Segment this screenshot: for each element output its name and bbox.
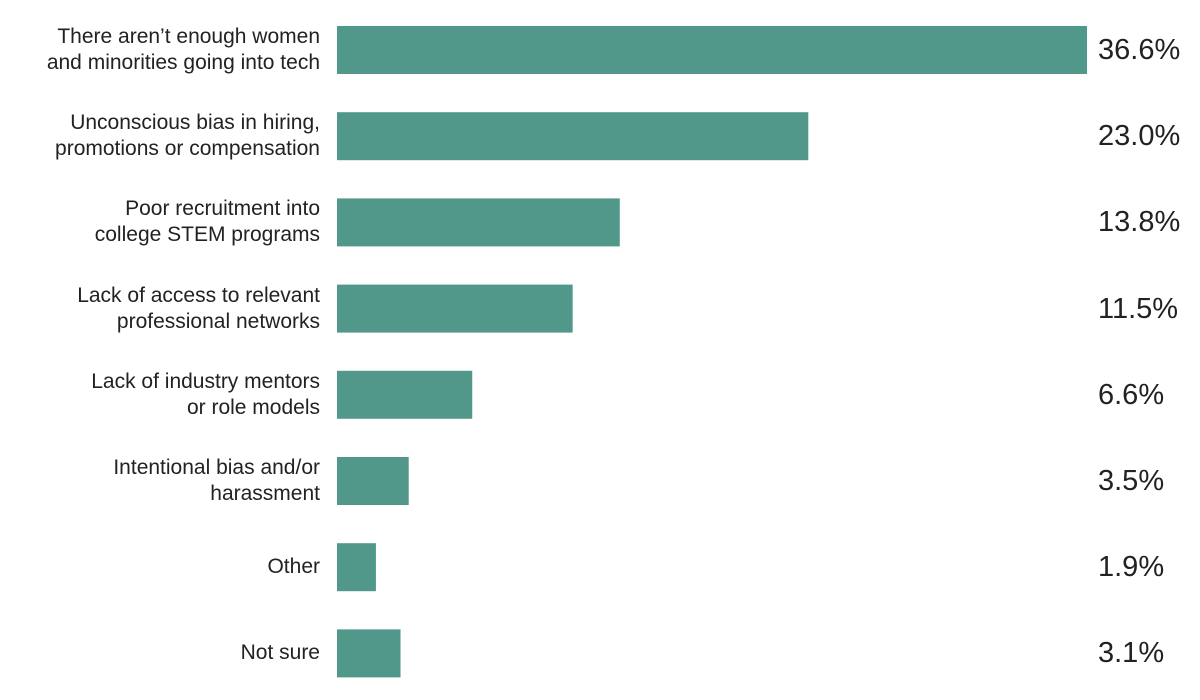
value-label: 13.8% bbox=[1098, 206, 1181, 239]
category-label: There aren’t enough women and minorities… bbox=[46, 25, 320, 74]
value-label: 3.5% bbox=[1098, 465, 1165, 497]
category-label: Lack of industry mentors or role models bbox=[91, 369, 320, 419]
value-label: 6.6% bbox=[1098, 378, 1165, 411]
value-label: 1.9% bbox=[1098, 551, 1165, 584]
category-label: Poor recruitment into college STEM progr… bbox=[94, 197, 320, 247]
bar bbox=[337, 457, 409, 505]
category-label: Other bbox=[267, 555, 320, 579]
bar bbox=[337, 26, 1087, 74]
bar bbox=[337, 629, 401, 678]
bar bbox=[337, 370, 473, 419]
category-label: Not sure bbox=[240, 641, 320, 665]
category-label: Unconscious bias in hiring, promotions o… bbox=[55, 111, 320, 161]
category-label: Lack of access to relevant professional … bbox=[77, 283, 320, 333]
bar bbox=[337, 543, 376, 592]
bar bbox=[337, 198, 620, 247]
value-label: 3.1% bbox=[1098, 637, 1165, 670]
value-label: 23.0% bbox=[1098, 120, 1181, 153]
category-label: Intentional bias and/or harassment bbox=[113, 456, 320, 505]
value-label: 36.6% bbox=[1098, 34, 1181, 66]
value-label: 11.5% bbox=[1098, 292, 1179, 325]
bar bbox=[337, 284, 573, 333]
bar bbox=[337, 112, 809, 161]
